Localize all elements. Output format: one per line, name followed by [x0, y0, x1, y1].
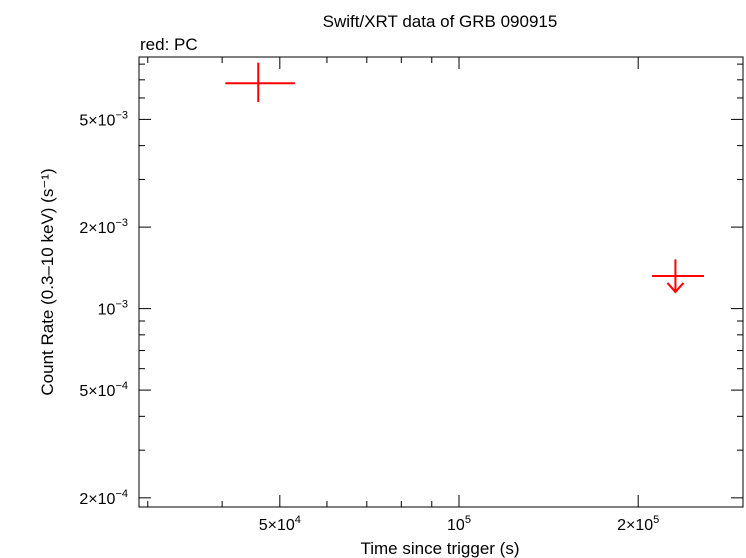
- y-tick-label: 5×10−4: [79, 380, 128, 400]
- x-tick-label: 2×105: [617, 514, 659, 534]
- chart-title: Swift/XRT data of GRB 090915: [323, 12, 558, 31]
- upper-limit-arrow: [666, 282, 685, 294]
- data-point: [225, 62, 295, 102]
- plot-frame: [138, 56, 744, 508]
- chart-subtitle: red: PC: [140, 35, 198, 54]
- axis-tick-labels: 5×104 105 2×105 2×10−4 5×10−4 10−3 2×10−3 5×10−…: [79, 109, 659, 534]
- y-tick-label: 10−3: [98, 299, 128, 319]
- y-tick-label: 5×10−3: [79, 109, 128, 129]
- data-marks: [225, 62, 705, 294]
- y-tick-label: 2×10−4: [79, 488, 128, 508]
- axis-ticks: [139, 57, 744, 507]
- upper-limit-point: [652, 259, 705, 294]
- y-axis-label: Count Rate (0.3–10 keV) (s⁻¹): [38, 168, 57, 395]
- y-tick-label: 2×10−3: [79, 217, 128, 237]
- x-tick-label: 105: [447, 514, 471, 534]
- x-axis-label: Time since trigger (s): [360, 539, 519, 558]
- x-tick-label: 5×104: [259, 514, 301, 534]
